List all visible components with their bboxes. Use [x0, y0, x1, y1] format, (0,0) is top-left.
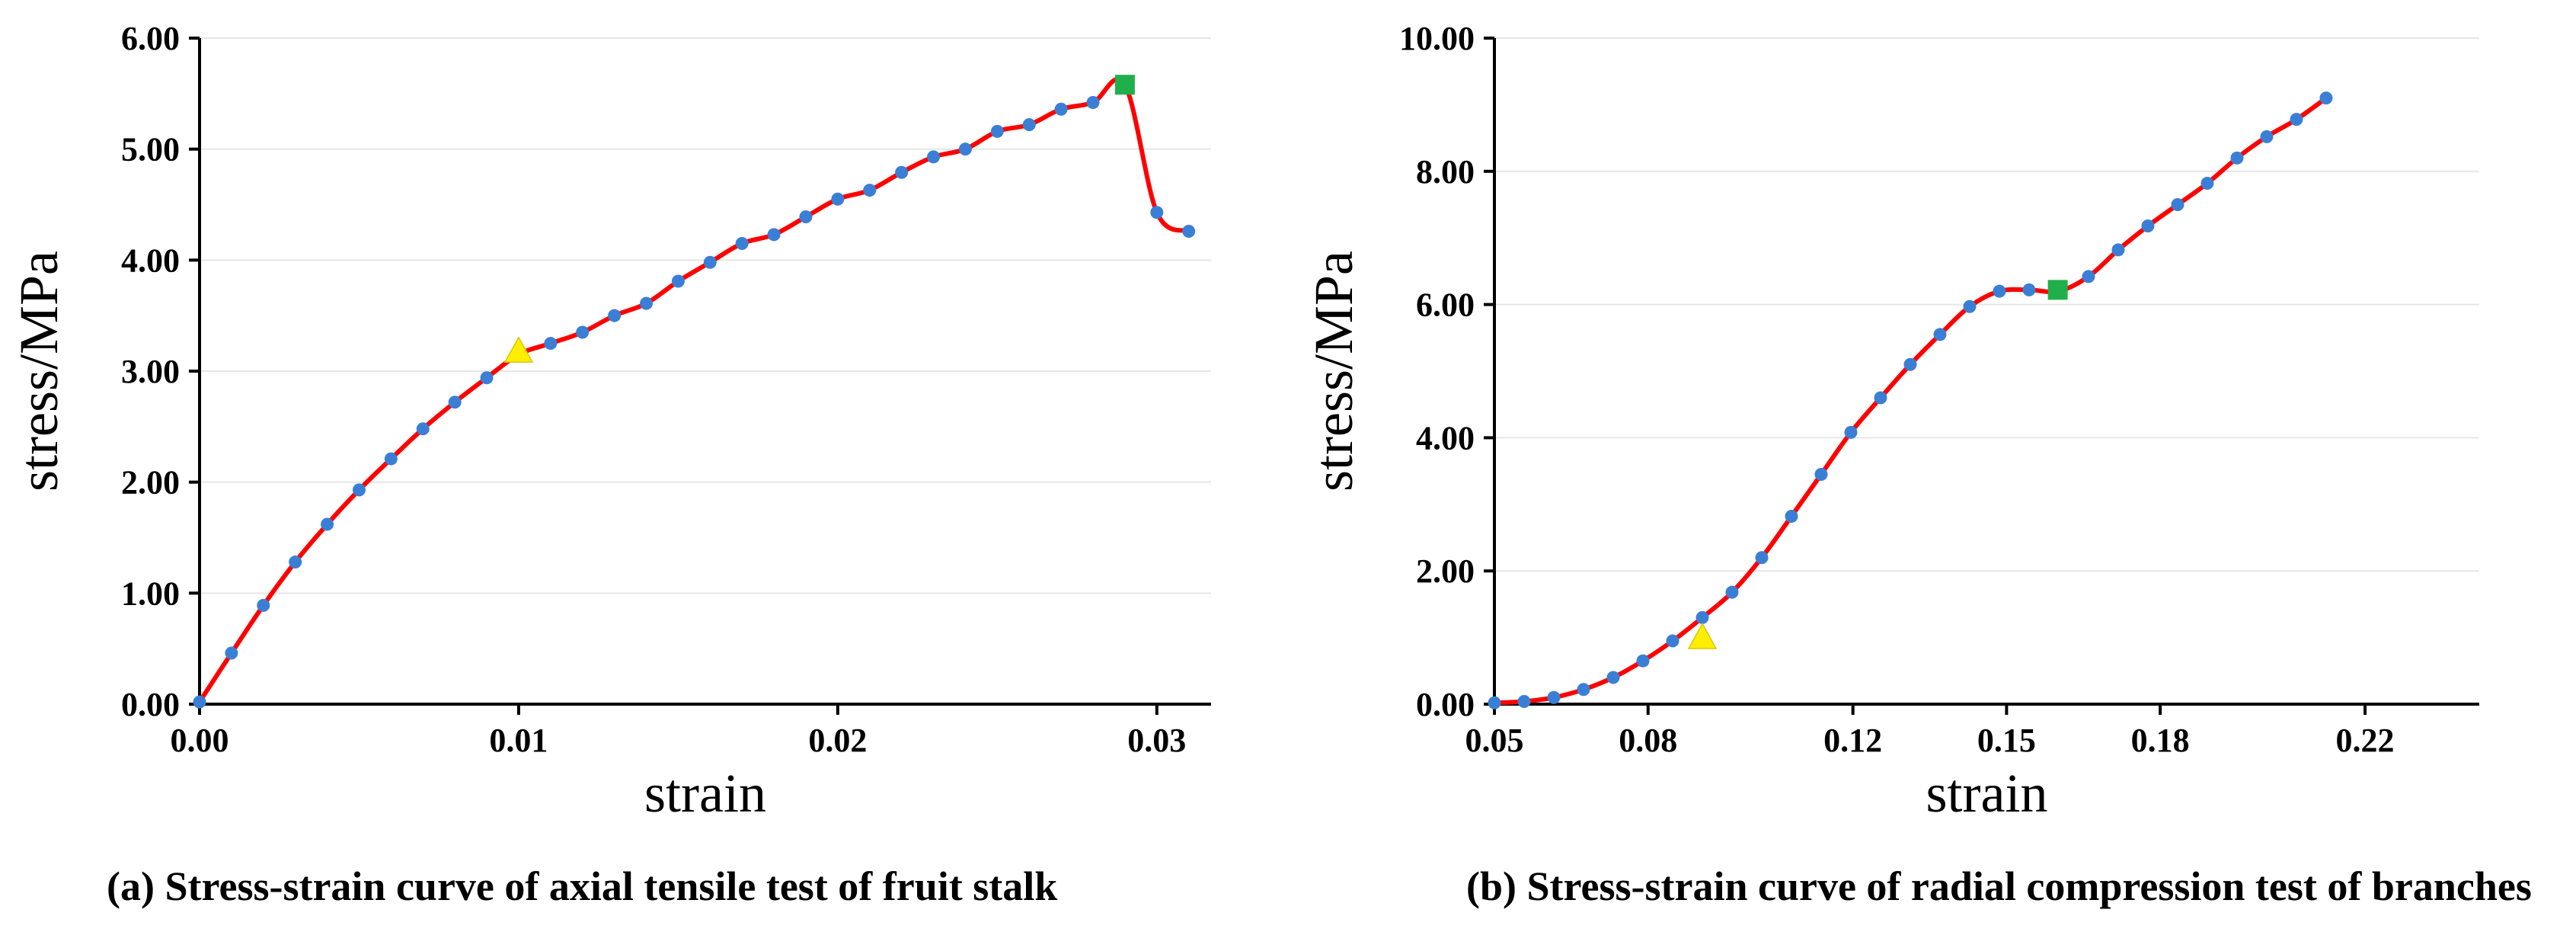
data-point — [2230, 151, 2244, 165]
x-tick-label: 0.08 — [1619, 722, 1677, 759]
data-point — [416, 422, 430, 436]
data-point — [480, 371, 494, 385]
data-point — [2022, 283, 2036, 296]
x-axis-title: strain — [1926, 763, 2048, 824]
data-point — [1903, 357, 1917, 371]
data-point — [1054, 102, 1068, 116]
data-point — [927, 150, 941, 164]
y-tick-label: 3.00 — [121, 353, 180, 390]
data-point — [2171, 198, 2184, 211]
data-point — [448, 396, 462, 409]
data-point — [544, 337, 558, 351]
series-line — [1492, 95, 2328, 706]
data-point — [1993, 284, 2006, 298]
data-point — [990, 124, 1004, 138]
data-point — [1022, 118, 1036, 132]
data-point — [1755, 551, 1769, 565]
data-point — [1785, 510, 1798, 524]
y-tick-label: 4.00 — [1416, 419, 1475, 456]
data-point — [2319, 91, 2333, 105]
y-tick-label: 6.00 — [121, 20, 180, 57]
data-point — [1933, 328, 1947, 341]
data-point — [289, 556, 302, 569]
data-point — [384, 452, 398, 466]
data-point — [735, 236, 749, 250]
data-point — [1517, 695, 1531, 709]
data-point — [767, 228, 781, 242]
data-point — [257, 598, 270, 612]
data-point — [1547, 690, 1561, 704]
x-tick-label: 0.12 — [1823, 722, 1882, 759]
data-point — [2200, 177, 2214, 191]
y-tick-label: 4.00 — [121, 242, 180, 279]
data-point — [1814, 467, 1828, 481]
data-point — [2082, 270, 2095, 283]
data-point — [1182, 224, 1196, 238]
x-tick-label: 0.22 — [2336, 722, 2395, 759]
x-tick-label: 0.02 — [808, 722, 867, 759]
y-tick-label: 2.00 — [1416, 552, 1475, 590]
green-square-marker — [2047, 280, 2068, 300]
data-point — [1844, 425, 1858, 439]
panel-b-chart: 0.00 2.00 4.00 6.00 8.00 10.00 0.05 0.08 0.12 0.1… — [1303, 20, 2479, 824]
data-point — [703, 255, 717, 269]
data-point — [1666, 634, 1680, 648]
y-tick-label: 0.00 — [1416, 686, 1475, 723]
y-tick-label: 2.00 — [121, 464, 180, 501]
data-point — [193, 695, 206, 709]
y-tick-label: 5.00 — [121, 131, 180, 168]
data-point — [1577, 683, 1590, 697]
panel-a-caption: (a) Stress-strain curve of axial tensile… — [107, 863, 1057, 909]
data-point — [1086, 95, 1100, 109]
data-point — [576, 325, 590, 339]
data-point — [608, 309, 622, 322]
data-point — [895, 165, 909, 179]
data-point — [1725, 585, 1739, 599]
data-point — [799, 210, 813, 224]
green-square-marker — [1114, 75, 1135, 95]
data-point — [2141, 219, 2155, 232]
x-axis-title: strain — [644, 763, 766, 824]
x-tick-label: 0.18 — [2131, 722, 2190, 759]
data-point — [2290, 113, 2303, 127]
y-axis-title: stress/MPa — [8, 251, 69, 492]
data-point — [1695, 610, 1709, 624]
data-point — [352, 483, 366, 497]
y-tick-label: 1.00 — [121, 575, 180, 612]
x-tick-label: 0.15 — [1977, 722, 2036, 759]
data-point — [1606, 671, 1620, 684]
data-point — [1636, 654, 1650, 668]
y-axis-title: stress/MPa — [1303, 251, 1364, 492]
data-point — [321, 517, 334, 531]
data-point — [831, 192, 845, 206]
data-point — [2111, 243, 2125, 257]
y-tick-label: 8.00 — [1416, 153, 1475, 191]
panel-a-chart: 0.00 1.00 2.00 3.00 4.00 5.00 6.00 0.00 0.01 0.02… — [8, 20, 1211, 824]
x-tick-label: 0.01 — [489, 722, 548, 759]
x-tick-label: 0.05 — [1465, 722, 1524, 759]
yellow-triangle-marker — [1687, 623, 1718, 649]
y-tick-label: 0.00 — [121, 686, 180, 723]
panel-b-caption: (b) Stress-strain curve of radial compre… — [1466, 863, 2532, 909]
data-point — [1150, 206, 1164, 219]
x-tick-label: 0.03 — [1127, 722, 1186, 759]
data-point — [225, 646, 238, 660]
data-point — [671, 274, 685, 288]
data-point — [2260, 130, 2274, 143]
yellow-triangle-marker — [503, 336, 534, 363]
series-line — [197, 76, 1191, 705]
y-tick-label: 10.00 — [1399, 20, 1475, 57]
data-point — [958, 143, 972, 156]
data-point — [639, 296, 653, 310]
data-point — [863, 184, 877, 197]
data-point — [1488, 696, 1501, 709]
data-point — [1874, 391, 1887, 405]
y-tick-label: 6.00 — [1416, 287, 1475, 324]
x-tick-label: 0.00 — [171, 722, 229, 759]
data-point — [1963, 299, 1977, 313]
